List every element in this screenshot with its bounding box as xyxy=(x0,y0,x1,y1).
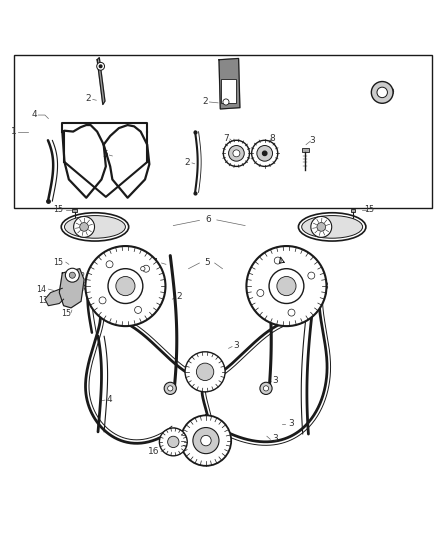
Circle shape xyxy=(288,309,295,316)
Circle shape xyxy=(223,140,250,166)
Text: 11: 11 xyxy=(150,257,159,266)
Text: 1: 1 xyxy=(11,127,17,136)
Text: 17: 17 xyxy=(209,366,220,375)
Bar xyxy=(351,209,355,212)
Text: 10: 10 xyxy=(137,293,147,302)
Text: 11: 11 xyxy=(266,257,276,266)
Circle shape xyxy=(229,146,244,161)
Text: 2: 2 xyxy=(176,292,182,301)
Text: 14: 14 xyxy=(36,285,46,294)
Circle shape xyxy=(223,99,229,105)
Circle shape xyxy=(193,427,219,454)
Text: 15: 15 xyxy=(53,257,63,266)
Bar xyxy=(14,55,432,208)
Circle shape xyxy=(65,268,79,282)
Text: 7: 7 xyxy=(200,451,205,461)
Text: 7: 7 xyxy=(223,134,229,143)
Text: 3: 3 xyxy=(309,136,315,145)
Polygon shape xyxy=(45,288,64,305)
Circle shape xyxy=(308,272,315,279)
Circle shape xyxy=(159,428,187,456)
Text: 9: 9 xyxy=(389,88,394,97)
Circle shape xyxy=(262,151,267,156)
Text: 5: 5 xyxy=(204,257,210,266)
Text: 3: 3 xyxy=(321,288,327,297)
Circle shape xyxy=(106,261,113,268)
Polygon shape xyxy=(59,269,84,308)
Text: 8: 8 xyxy=(269,134,275,143)
Text: 4: 4 xyxy=(31,110,37,119)
Text: 5: 5 xyxy=(102,150,108,159)
Bar xyxy=(221,79,236,103)
Circle shape xyxy=(164,382,177,394)
Circle shape xyxy=(317,223,325,231)
Circle shape xyxy=(168,436,179,448)
Circle shape xyxy=(143,265,149,272)
Circle shape xyxy=(257,289,264,296)
Bar xyxy=(72,209,77,212)
Circle shape xyxy=(85,246,166,326)
Circle shape xyxy=(141,266,145,271)
Circle shape xyxy=(260,382,272,394)
Text: 15: 15 xyxy=(364,205,374,214)
Circle shape xyxy=(99,297,106,304)
Circle shape xyxy=(311,216,332,237)
Circle shape xyxy=(269,269,304,303)
Text: 8: 8 xyxy=(81,281,87,290)
Text: 3: 3 xyxy=(288,419,294,427)
Circle shape xyxy=(274,257,281,264)
Text: 3: 3 xyxy=(233,341,239,350)
Text: 12: 12 xyxy=(75,272,86,280)
Text: 3: 3 xyxy=(272,376,278,385)
Circle shape xyxy=(377,87,388,98)
Text: 16: 16 xyxy=(148,447,159,456)
Ellipse shape xyxy=(64,215,125,238)
Circle shape xyxy=(69,272,75,278)
Circle shape xyxy=(371,82,393,103)
Circle shape xyxy=(247,246,326,326)
Circle shape xyxy=(134,306,141,313)
Circle shape xyxy=(201,435,211,446)
Ellipse shape xyxy=(61,213,129,241)
Bar xyxy=(302,148,309,152)
Polygon shape xyxy=(219,59,240,109)
Ellipse shape xyxy=(298,213,366,241)
Polygon shape xyxy=(97,58,105,104)
Text: 12: 12 xyxy=(314,224,324,230)
Text: 13: 13 xyxy=(38,296,48,305)
Circle shape xyxy=(116,277,135,296)
Text: 8: 8 xyxy=(323,281,328,290)
Text: 2: 2 xyxy=(85,94,91,103)
Circle shape xyxy=(74,216,95,237)
Circle shape xyxy=(168,386,173,391)
Text: 2: 2 xyxy=(202,96,208,106)
Text: 10: 10 xyxy=(279,293,288,302)
Ellipse shape xyxy=(302,215,363,238)
Circle shape xyxy=(185,352,225,392)
Circle shape xyxy=(181,415,231,466)
Text: 6: 6 xyxy=(205,215,211,224)
Circle shape xyxy=(80,223,88,231)
Text: 2: 2 xyxy=(261,308,266,317)
Text: 4: 4 xyxy=(106,395,112,403)
Text: 3: 3 xyxy=(273,434,279,443)
Circle shape xyxy=(233,150,240,157)
Circle shape xyxy=(97,62,105,70)
Circle shape xyxy=(196,363,214,381)
Circle shape xyxy=(263,386,268,391)
Circle shape xyxy=(108,269,143,303)
Circle shape xyxy=(257,146,272,161)
Circle shape xyxy=(277,277,296,296)
Text: 2: 2 xyxy=(185,158,191,166)
Circle shape xyxy=(252,140,278,166)
Text: 15: 15 xyxy=(53,205,63,214)
Text: 18: 18 xyxy=(85,284,95,293)
Circle shape xyxy=(99,65,102,68)
Text: 12: 12 xyxy=(78,224,86,230)
Text: 15: 15 xyxy=(61,309,71,318)
